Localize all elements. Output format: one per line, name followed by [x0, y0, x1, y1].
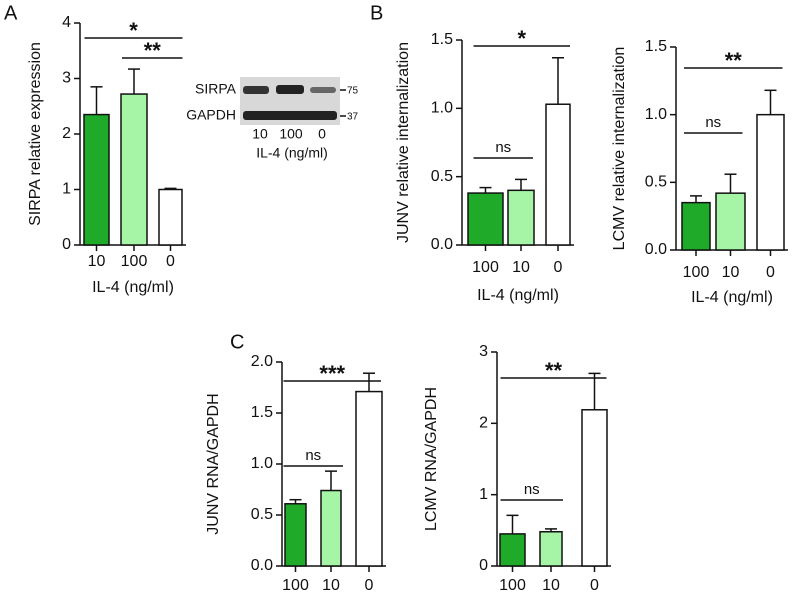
y-tick-label: 1.0: [645, 106, 667, 123]
x-axis-label: IL-4 (ng/ml): [691, 289, 773, 306]
blot-band: [243, 111, 337, 120]
significance-label: **: [725, 48, 743, 73]
y-tick-label: 0.5: [251, 506, 273, 523]
significance-label: ***: [319, 361, 345, 386]
x-axis-label: IL-4 (ng/ml): [477, 287, 559, 304]
bar: [581, 409, 608, 567]
y-tick-label: 3: [62, 70, 71, 87]
bar: [715, 192, 746, 251]
y-tick-label: 2: [62, 125, 71, 142]
significance-label: *: [129, 18, 138, 43]
y-tick-label: 1.5: [645, 38, 667, 55]
blot-axis-label: IL-4 (ng/ml): [256, 145, 328, 161]
significance-label: **: [545, 358, 563, 383]
panel-label: A: [4, 2, 18, 24]
bar: [83, 113, 110, 246]
bar: [756, 113, 785, 251]
x-tick-label: 0: [766, 264, 775, 281]
x-tick-label: 10: [722, 264, 740, 281]
blot-lane-label: 0: [318, 126, 326, 142]
y-tick-label: 2: [479, 415, 488, 432]
bar: [158, 188, 183, 246]
y-axis-label: LCMV relative internalization: [611, 47, 628, 251]
blot-band: [276, 85, 304, 94]
x-axis-label: IL-4 (ng/ml): [92, 279, 174, 296]
y-tick-label: 1: [479, 486, 488, 503]
significance-label: *: [517, 26, 526, 51]
x-tick-label: 100: [121, 253, 148, 270]
x-tick-label: 100: [472, 259, 499, 276]
x-tick-label: 10: [542, 577, 560, 594]
y-tick-label: 1.5: [251, 404, 273, 421]
blot-row-label: GAPDH: [186, 107, 236, 123]
y-axis-label: SIRPA relative expression: [27, 42, 44, 226]
bar: [681, 201, 711, 251]
x-tick-label: 10: [322, 577, 340, 594]
blot-band: [243, 86, 269, 94]
blot-lane-label: 10: [252, 126, 268, 142]
y-tick-label: 3: [479, 343, 488, 360]
y-tick-label: 1.0: [431, 100, 453, 117]
x-tick-label: 10: [512, 259, 530, 276]
panel-label: B: [370, 2, 383, 24]
bar: [545, 103, 571, 246]
western-blot: SIRPA GAPDH 75 37 10 100 0 IL-4 (ng/ml): [186, 77, 359, 161]
blot-lane-label: 100: [279, 126, 303, 142]
y-axis-label: JUNV relative internalization: [395, 42, 412, 243]
x-tick-label: 0: [554, 259, 563, 276]
y-tick-label: 0.5: [431, 168, 453, 185]
x-tick-label: 100: [282, 577, 309, 594]
y-tick-label: 4: [62, 14, 71, 31]
y-axis-label: JUNV RNA/GAPDH: [205, 393, 222, 534]
y-tick-label: 1.0: [251, 455, 273, 472]
bar: [539, 531, 563, 567]
significance-label: ns: [495, 139, 511, 156]
x-tick-label: 100: [683, 264, 710, 281]
y-tick-label: 1.5: [431, 31, 453, 48]
bar: [499, 533, 526, 567]
panel-label: C: [230, 331, 244, 353]
blot-row-label: SIRPA: [195, 81, 237, 97]
blot-marker: 37: [347, 112, 359, 123]
significance-label: ns: [305, 447, 321, 464]
x-tick-label: 100: [499, 577, 526, 594]
x-tick-label: 0: [166, 253, 175, 270]
y-tick-label: 0.0: [251, 557, 273, 574]
x-tick-label: 0: [590, 577, 599, 594]
y-axis-label: LCMV RNA/GAPDH: [423, 387, 440, 531]
y-tick-label: 0.5: [645, 174, 667, 191]
bar: [284, 503, 307, 567]
y-tick-label: 0.0: [645, 241, 667, 258]
y-tick-label: 2.0: [251, 353, 273, 370]
significance-label: **: [144, 38, 162, 63]
bar: [467, 192, 504, 246]
x-tick-label: 10: [88, 253, 106, 270]
significance-label: ns: [705, 114, 721, 131]
y-tick-label: 0: [479, 557, 488, 574]
significance-label: ns: [524, 481, 540, 498]
bar: [120, 93, 148, 246]
x-tick-label: 0: [365, 577, 374, 594]
bar: [507, 189, 535, 246]
bar: [355, 390, 383, 567]
y-tick-label: 0.0: [431, 236, 453, 253]
blot-band: [310, 87, 336, 93]
blot-marker: 75: [347, 86, 359, 97]
bar: [320, 489, 342, 567]
y-tick-label: 0: [62, 236, 71, 253]
y-tick-label: 1: [62, 181, 71, 198]
